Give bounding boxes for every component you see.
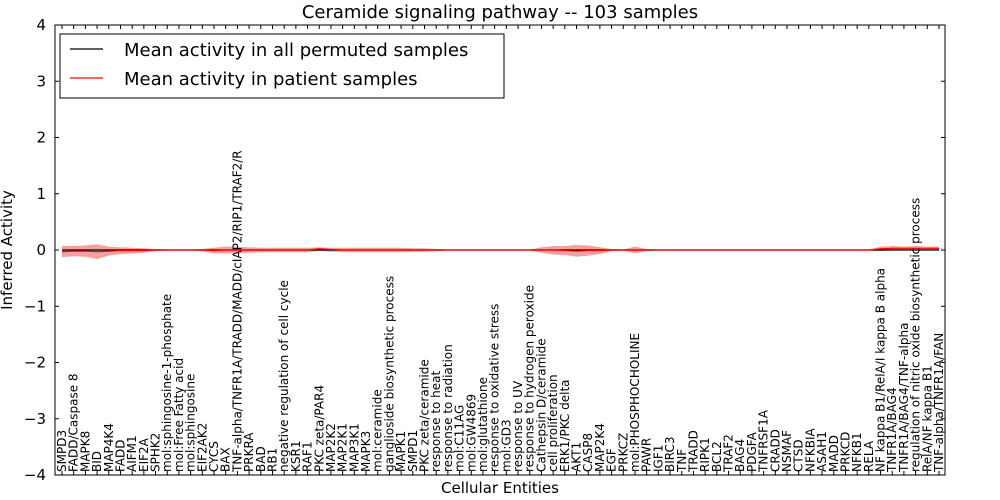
x-tick-label: TNF-alpha/TNFR1A/FAN (932, 333, 946, 473)
x-axis-label: Cellular Entities (441, 479, 559, 497)
x-tick-label: regulation of nitric oxide biosynthetic … (909, 198, 923, 472)
x-tick-label: MAP4K4 (102, 423, 116, 472)
x-tick-label: mol:C11AG (453, 405, 467, 472)
x-tick-label: PDGFA (745, 431, 759, 472)
x-tick-label: PRKRA (242, 432, 256, 472)
x-tick-label: response to hydrogen peroxide (523, 285, 537, 472)
y-tick-label: −3 (24, 410, 46, 428)
x-tick-label: RelA/NF kappa B1 (920, 365, 934, 472)
legend-entry-permuted: Mean activity in all permuted samples (124, 40, 468, 61)
x-tick-label: response to oxidative stress (488, 304, 502, 472)
x-tick-label: IGF1 (651, 445, 665, 472)
x-tick-label: KSR1 (289, 441, 303, 472)
series-line-patient (61, 247, 939, 253)
x-tick-label: PRKCD (838, 432, 852, 472)
x-tick-label: SMPD3 (55, 430, 69, 472)
x-tick-label: negative regulation of cell cycle (277, 280, 291, 472)
x-tick-label: FADD/Caspase 8 (67, 373, 81, 472)
x-tick-label: MAPK3 (359, 431, 373, 472)
x-tick-label: TNF (675, 449, 689, 473)
x-tick-label: ASAH1 (815, 431, 829, 472)
x-tick-label: mol:GD3 (499, 419, 513, 472)
x-tick-label: MAP3K1 (347, 423, 361, 472)
x-tick-label: mol:sphingosine-1-phosphate (160, 294, 174, 472)
x-tick-label: EIF2AK2 (195, 423, 209, 472)
x-tick-label: mol:ceramide (371, 389, 385, 472)
x-tick-label: BID (90, 451, 104, 472)
x-tick-label: RB1 (265, 448, 279, 472)
x-tick-label: BAG4 (733, 439, 747, 472)
x-tick-label: BAX (219, 447, 233, 472)
y-tick-label: 0 (36, 241, 46, 259)
y-tick-label: 1 (36, 185, 46, 203)
x-tick-label: MADD (827, 435, 841, 472)
x-tick-label: Cathepsin D/ceramide (534, 338, 548, 472)
y-axis-label: Inferred Activity (0, 190, 16, 310)
y-tick-label: 4 (36, 16, 46, 34)
x-tick-label: AIFM1 (125, 435, 139, 472)
x-tick-label: PKC zeta/ceramide (417, 359, 431, 472)
x-tick-label: ERK1/PKC delta (558, 379, 572, 472)
x-tick-label: CRADD (768, 429, 782, 472)
x-tick-label: EIF2A (137, 437, 151, 472)
x-tick-label: MAPK8 (78, 431, 92, 472)
x-tick-label: MAPK1 (394, 431, 408, 472)
y-tick-label: −4 (24, 466, 46, 484)
x-tick-label: TNFR1A/BAG4/TNF-alpha (897, 323, 911, 473)
x-tick-label: AKT1 (570, 442, 584, 472)
x-tick-label: mol:GW4869 (464, 394, 478, 472)
legend-entry-patient: Mean activity in patient samples (124, 69, 418, 90)
x-tick-label: response to UV (511, 380, 525, 472)
chart-title: Ceramide signaling pathway -- 103 sample… (302, 2, 698, 23)
x-tick-label: CTSD (792, 439, 806, 472)
x-tick-label: BIRC3 (663, 436, 677, 472)
x-tick-label: TNFRSF1A (757, 409, 771, 473)
x-tick-label: mol:Free Fatty acid (172, 358, 186, 472)
x-tick-label: RELA (862, 440, 876, 472)
x-tick-label: NFKBIA (803, 427, 817, 472)
x-tick-label: CASP8 (581, 433, 595, 472)
y-tick-label: −2 (24, 354, 46, 372)
x-tick-label: ganglioside biosynthetic process (382, 276, 396, 472)
band-layer (62, 244, 939, 259)
x-tick-label: MAP2K4 (593, 423, 607, 472)
x-tick-label: TRADD (686, 430, 700, 473)
x-tick-label: response to radiation (441, 344, 455, 472)
x-tick-label: RIPK1 (698, 437, 712, 472)
x-tick-label: MAP2K1 (336, 423, 350, 472)
x-tick-label: TNF-alpha/TNFR1A/TRADD/MADD/cIAP2/RIP1/T… (230, 150, 244, 473)
legend: Mean activity in all permuted samples Me… (59, 33, 505, 99)
x-tick-label: PRKCZ (616, 433, 630, 472)
y-tick-label: −1 (24, 297, 46, 315)
x-tick-label: response to heat (429, 370, 443, 472)
y-axis: −4 −3 −2 −1 0 1 2 3 4 (24, 16, 945, 484)
legend-box (59, 33, 505, 99)
x-tick-label: mol:glutathione (476, 377, 490, 472)
x-tick-label: NFKB1 (850, 432, 864, 472)
line-layer (61, 247, 939, 253)
y-tick-label: 2 (36, 129, 46, 147)
x-tick-label: MAP2K2 (324, 423, 338, 472)
x-tick-label: RAF1 (301, 441, 315, 472)
x-tick-label: BAD (254, 446, 268, 472)
x-tick-label: SPHK2 (149, 433, 163, 472)
y-tick-label: 3 (36, 72, 46, 90)
x-tick-label: FADD (113, 440, 127, 473)
x-tick-label: TNFR1A/BAG4 (885, 387, 899, 473)
x-tick-label: CYCS (207, 441, 221, 472)
x-tick-label: mol:PHOSPHOCHOLINE (628, 333, 642, 472)
x-tick-label: SMPD1 (406, 430, 420, 472)
x-tick-label: TRAF2 (722, 434, 736, 473)
x-tick-label: cell proliferation (546, 374, 560, 472)
patient-band (62, 244, 939, 259)
x-tick-label: NSMAF (780, 430, 794, 472)
x-tick-label: mol:sphingosine (184, 374, 198, 472)
x-tick-label: PAWR (640, 438, 654, 472)
x-tick-label: NF kappa B1/RelA/I kappa B alpha (874, 268, 888, 472)
x-tick-label: EGF (605, 448, 619, 472)
x-tick-label: PKC zeta/PAR4 (312, 385, 326, 472)
x-tick-label: BCL2 (710, 441, 724, 472)
